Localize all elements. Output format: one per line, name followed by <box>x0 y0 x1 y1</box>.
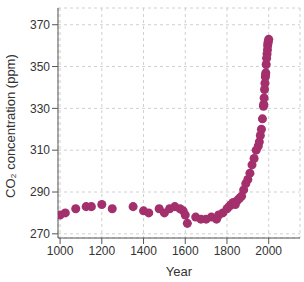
svg-text:1200: 1200 <box>88 244 115 258</box>
svg-text:270: 270 <box>30 227 50 241</box>
svg-text:290: 290 <box>30 185 50 199</box>
svg-text:1400: 1400 <box>130 244 157 258</box>
svg-text:1000: 1000 <box>47 244 74 258</box>
svg-text:370: 370 <box>30 18 50 32</box>
svg-text:1600: 1600 <box>172 244 199 258</box>
svg-text:CO₂ concentration (ppm): CO₂ concentration (ppm) <box>8 54 18 198</box>
svg-text:350: 350 <box>30 60 50 74</box>
svg-text:Year: Year <box>166 264 193 279</box>
svg-text:1800: 1800 <box>214 244 241 258</box>
svg-text:310: 310 <box>30 143 50 157</box>
svg-text:330: 330 <box>30 102 50 116</box>
svg-text:2000: 2000 <box>255 244 282 258</box>
